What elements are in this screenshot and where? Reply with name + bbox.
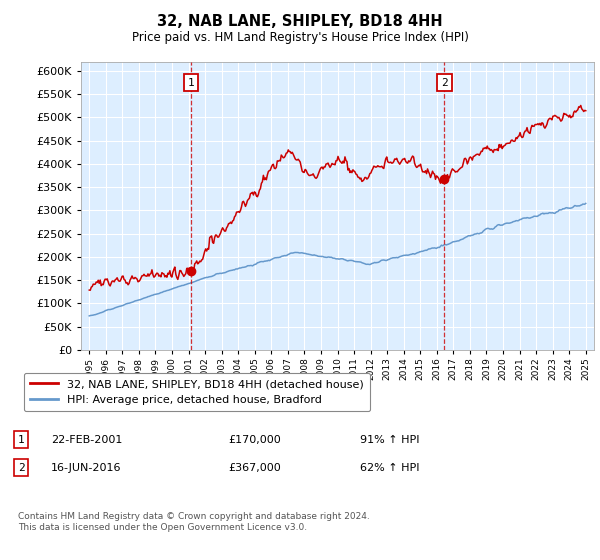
Text: 16-JUN-2016: 16-JUN-2016: [51, 463, 121, 473]
Legend: 32, NAB LANE, SHIPLEY, BD18 4HH (detached house), HPI: Average price, detached h: 32, NAB LANE, SHIPLEY, BD18 4HH (detache…: [23, 372, 370, 412]
Text: 22-FEB-2001: 22-FEB-2001: [51, 435, 122, 445]
Text: 2: 2: [17, 463, 25, 473]
Text: Contains HM Land Registry data © Crown copyright and database right 2024.
This d: Contains HM Land Registry data © Crown c…: [18, 512, 370, 532]
Text: 1: 1: [188, 77, 194, 87]
Text: 62% ↑ HPI: 62% ↑ HPI: [360, 463, 419, 473]
Text: 1: 1: [17, 435, 25, 445]
Text: 2: 2: [441, 77, 448, 87]
Text: Price paid vs. HM Land Registry's House Price Index (HPI): Price paid vs. HM Land Registry's House …: [131, 31, 469, 44]
Text: £367,000: £367,000: [228, 463, 281, 473]
Text: £170,000: £170,000: [228, 435, 281, 445]
Text: 91% ↑ HPI: 91% ↑ HPI: [360, 435, 419, 445]
Text: 32, NAB LANE, SHIPLEY, BD18 4HH: 32, NAB LANE, SHIPLEY, BD18 4HH: [157, 14, 443, 29]
